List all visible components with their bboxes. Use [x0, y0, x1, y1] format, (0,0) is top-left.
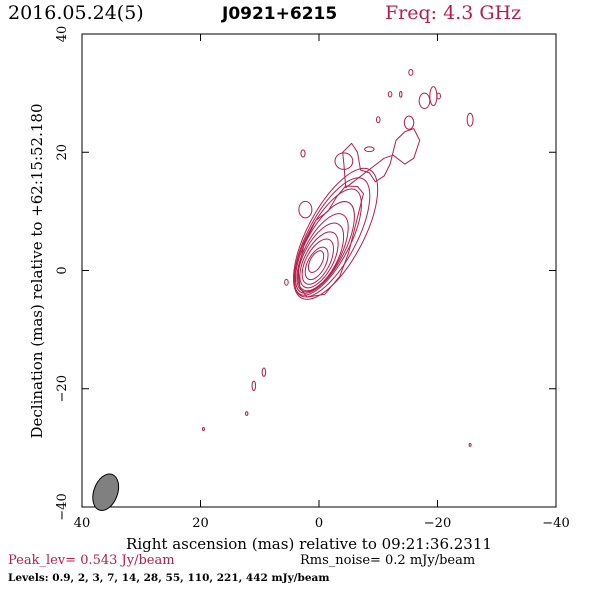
core-contour: [294, 201, 355, 294]
component-contour: [334, 152, 354, 170]
component-contour: [245, 411, 249, 416]
component-contour: [418, 92, 431, 109]
contour-layer: [201, 68, 474, 447]
y-tick-label: 20: [55, 144, 70, 161]
component-contour: [403, 115, 415, 130]
core-contour: [293, 188, 362, 296]
y-tick-label: 0: [55, 266, 70, 274]
y-tick-label: −40: [55, 493, 70, 520]
beam-ellipse: [92, 473, 120, 511]
component-contour: [251, 380, 257, 392]
component-contour: [201, 426, 205, 431]
component-contour: [468, 442, 472, 447]
core-contour: [307, 250, 325, 273]
rms-noise: Rms_noise= 0.2 mJy/beam: [300, 553, 476, 568]
component-contour: [300, 149, 306, 158]
y-tick-label: 40: [55, 26, 70, 43]
component-contour: [399, 90, 403, 98]
axis-ticks: 40 20 0 −20 −40 −40 −20 0 20 40: [55, 26, 570, 531]
component-contour: [429, 86, 438, 107]
component-contour: [387, 91, 393, 98]
component-contour: [466, 112, 474, 127]
x-tick-label: −40: [542, 516, 569, 531]
peak-level: Peak_lev= 0.543 Jy/beam: [8, 553, 175, 568]
core-contour: [301, 238, 334, 285]
component-contour: [375, 116, 381, 124]
x-tick-label: 20: [192, 516, 209, 531]
x-tick-label: 40: [74, 516, 91, 531]
jet-extension-contour: [342, 128, 421, 189]
component-contour: [436, 92, 441, 100]
component-contour: [261, 367, 267, 377]
x-tick-label: 0: [315, 516, 323, 531]
y-axis-label: Declination (mas) relative to +62:15:52.…: [28, 103, 46, 438]
core-contour: [304, 246, 329, 281]
component-contour: [408, 68, 414, 76]
contour-levels: Levels: 0.9, 2, 3, 7, 14, 28, 55, 110, 2…: [8, 572, 330, 584]
x-tick-label: −20: [424, 516, 451, 531]
core-contour: [297, 222, 345, 292]
component-contour: [364, 146, 375, 153]
plot-frame: [81, 33, 557, 508]
x-axis-label: Right ascension (mas) relative to 09:21:…: [126, 535, 492, 553]
observation-date: 2016.05.24(5): [8, 2, 144, 24]
component-contour: [298, 200, 313, 219]
source-name: J0921+6215: [222, 4, 338, 24]
component-contour: [284, 278, 289, 286]
frequency-label: Freq: 4.3 GHz: [385, 2, 522, 24]
jet-contour: [293, 177, 371, 298]
beam-layer: [92, 473, 120, 511]
y-tick-label: −20: [55, 375, 70, 402]
core-contour: [299, 231, 339, 289]
